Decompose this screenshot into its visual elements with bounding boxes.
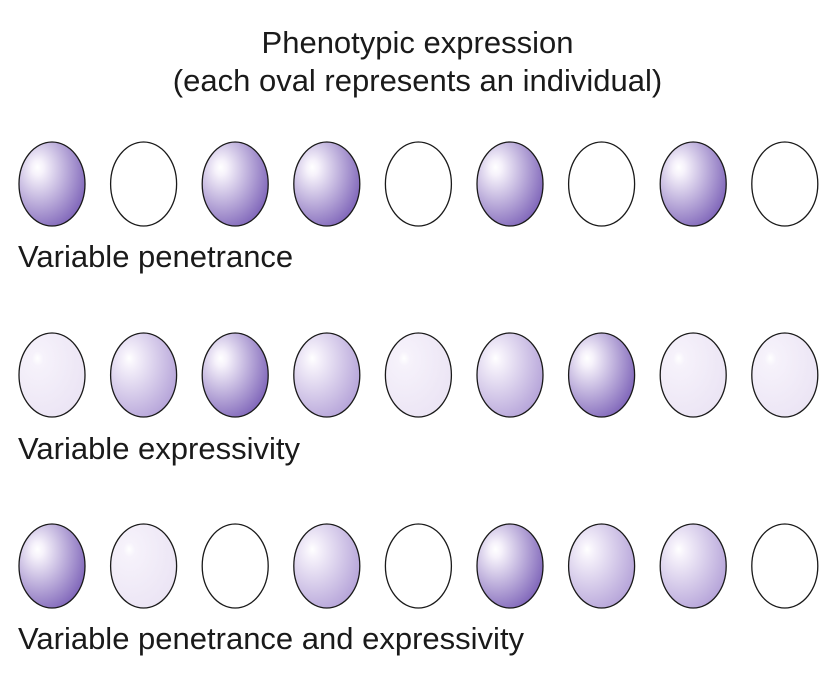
- individual-oval-dark: [18, 523, 86, 609]
- individual-oval-none: [384, 523, 453, 609]
- oval-row: [18, 141, 819, 227]
- individual-oval-dark: [293, 141, 361, 227]
- individual-oval-light: [18, 332, 86, 418]
- individual-oval-dark: [18, 141, 86, 227]
- row-label: Variable penetrance and expressivity: [18, 621, 525, 656]
- individual-oval-medium: [567, 523, 636, 609]
- individual-oval-light: [751, 332, 819, 418]
- individual-oval-medium: [659, 523, 727, 609]
- individual-oval-none: [201, 523, 269, 609]
- individual-oval-dark: [567, 332, 636, 418]
- row-label: Variable expressivity: [18, 431, 300, 466]
- individual-oval-none: [567, 141, 636, 227]
- individual-oval-none: [751, 523, 819, 609]
- figure-title: Phenotypic expression: [261, 25, 574, 60]
- individual-oval-light: [384, 332, 453, 418]
- individual-oval-light: [109, 523, 178, 609]
- individual-oval-dark: [659, 141, 727, 227]
- individual-oval-light: [659, 332, 727, 418]
- individual-oval-none: [384, 141, 453, 227]
- oval-row: [18, 332, 819, 418]
- individual-oval-medium: [293, 332, 361, 418]
- individual-oval-dark: [201, 141, 269, 227]
- individual-oval-none: [109, 141, 178, 227]
- individual-oval-medium: [293, 523, 361, 609]
- individual-oval-none: [751, 141, 819, 227]
- individual-oval-dark: [201, 332, 269, 418]
- individual-oval-dark: [476, 141, 544, 227]
- individual-oval-dark: [476, 523, 544, 609]
- individual-oval-medium: [109, 332, 178, 418]
- figure-subtitle: (each oval represents an individual): [172, 63, 663, 98]
- individual-oval-medium: [476, 332, 544, 418]
- oval-row: [18, 523, 819, 609]
- row-label: Variable penetrance: [18, 239, 294, 274]
